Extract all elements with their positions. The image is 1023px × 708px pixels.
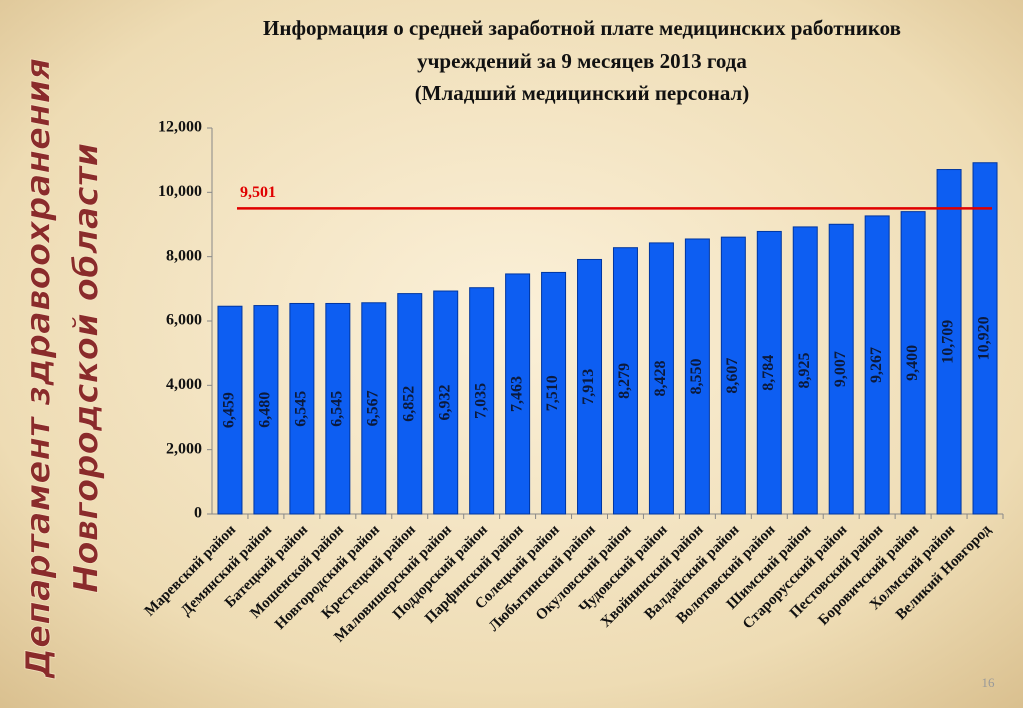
title-line: учреждений за 9 месяцев 2013 года — [417, 49, 747, 73]
value-label: 6,932 — [436, 385, 453, 421]
bar — [433, 290, 459, 515]
y-tick-label: 10,000 — [158, 183, 202, 200]
bar — [361, 302, 387, 515]
value-label: 7,510 — [544, 375, 561, 411]
value-label: 9,007 — [832, 351, 849, 387]
value-label: 7,913 — [580, 369, 597, 405]
bar — [612, 247, 638, 515]
bar — [577, 258, 603, 515]
y-tick-label: 4,000 — [166, 376, 202, 393]
sidebar-line: Новгородской области — [67, 143, 107, 593]
value-label: 6,567 — [364, 390, 381, 426]
reference-label: 9,501 — [240, 184, 276, 201]
plot: 02,0004,0006,0008,00010,00012,000Маревск… — [142, 119, 1004, 645]
y-tick-label: 12,000 — [158, 119, 202, 136]
bar — [217, 305, 243, 515]
bar — [756, 230, 782, 515]
bar — [469, 287, 495, 515]
bar — [325, 302, 351, 515]
value-label: 6,852 — [400, 386, 417, 422]
value-label: 6,545 — [329, 391, 346, 427]
value-label: 9,400 — [904, 345, 921, 381]
title-line: Информация о средней заработной плате ме… — [263, 16, 901, 40]
value-label: 10,709 — [940, 320, 957, 364]
value-label: 8,784 — [760, 355, 777, 391]
bar — [864, 215, 890, 515]
bar — [289, 302, 315, 515]
bar — [972, 162, 998, 515]
value-label: 8,428 — [652, 360, 669, 396]
value-label: 7,035 — [472, 383, 489, 419]
y-tick-label: 0 — [194, 505, 202, 522]
value-label: 8,550 — [688, 358, 705, 394]
page-number: 16 — [982, 675, 996, 690]
bar — [828, 223, 854, 515]
value-label: 10,920 — [976, 316, 993, 360]
bar — [900, 211, 926, 515]
value-label: 9,267 — [868, 347, 885, 383]
title-line: (Младший медицинский персонал) — [415, 81, 750, 105]
bar — [936, 169, 962, 515]
sidebar-line: Департамент здравоохранения — [19, 58, 59, 679]
y-tick-label: 8,000 — [166, 247, 202, 264]
sidebar: Департамент здравоохранения Новгородской… — [18, 57, 107, 679]
y-tick-label: 6,000 — [166, 312, 202, 329]
value-label: 6,459 — [221, 392, 238, 428]
value-label: 6,480 — [257, 392, 274, 428]
value-label: 8,279 — [616, 363, 633, 399]
bar — [505, 273, 531, 515]
bar — [253, 305, 279, 515]
bar — [684, 238, 710, 515]
value-label: 8,607 — [724, 358, 741, 394]
bar — [397, 293, 423, 515]
value-label: 7,463 — [508, 376, 525, 412]
bar — [792, 226, 818, 515]
title: Информация о средней заработной плате ме… — [263, 16, 901, 105]
value-label: 6,545 — [293, 391, 310, 427]
bar — [720, 236, 746, 515]
y-tick-label: 2,000 — [166, 440, 202, 457]
bar — [541, 271, 567, 515]
bar — [648, 242, 674, 515]
value-label: 8,925 — [796, 352, 813, 388]
